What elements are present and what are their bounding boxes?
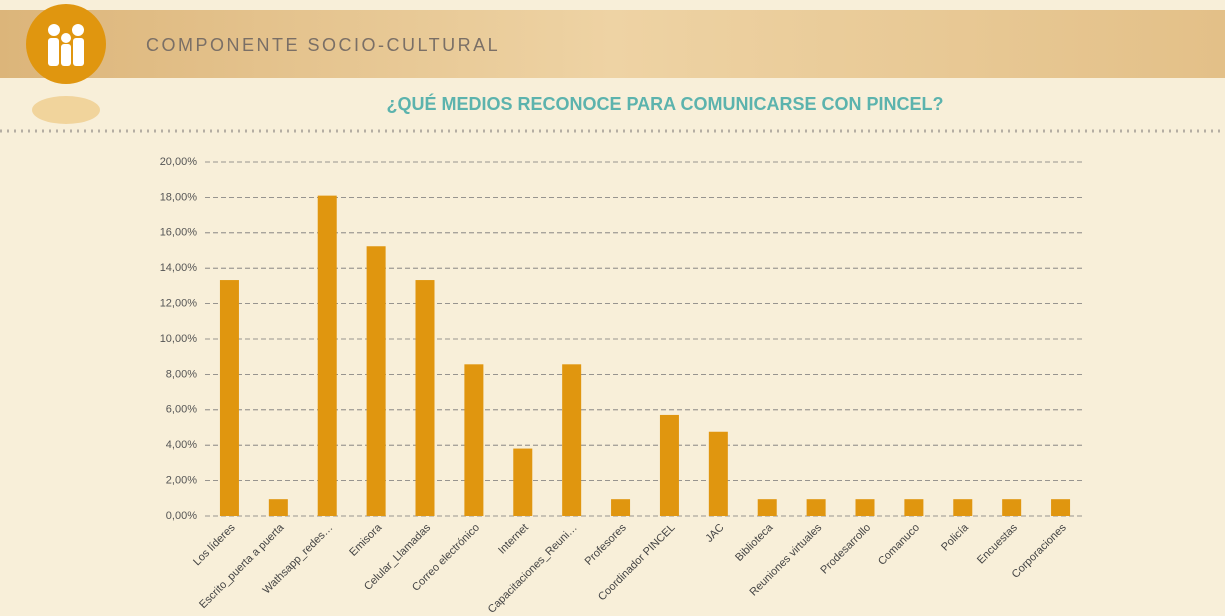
logo-figures — [48, 24, 84, 66]
header-band — [0, 10, 1225, 78]
y-tick-label: 8,00% — [166, 368, 197, 380]
bar — [904, 499, 924, 516]
bar — [219, 280, 239, 516]
bar — [757, 499, 777, 516]
bar — [513, 448, 533, 516]
y-tick-label: 2,00% — [166, 475, 197, 487]
y-tick-label: 20,00% — [160, 156, 198, 168]
bar — [464, 364, 484, 516]
y-tick-label: 10,00% — [160, 333, 198, 345]
y-tick-label: 6,00% — [166, 404, 197, 416]
logo-reflection — [32, 96, 100, 124]
bar — [415, 280, 435, 516]
y-tick-label: 16,00% — [160, 227, 198, 239]
bar — [366, 246, 386, 516]
section-title: COMPONENTE SOCIO-CULTURAL — [146, 35, 500, 55]
y-tick-label: 0,00% — [166, 510, 197, 522]
bar — [953, 499, 973, 516]
bar — [268, 499, 288, 516]
bar — [855, 499, 875, 516]
bar — [562, 364, 582, 516]
bar — [611, 499, 631, 516]
bar — [317, 195, 337, 516]
y-tick-label: 4,00% — [166, 439, 197, 451]
y-tick-label: 18,00% — [160, 191, 198, 203]
y-tick-label: 14,00% — [160, 262, 198, 274]
bar — [708, 431, 728, 516]
chart-title: ¿QUÉ MEDIOS RECONOCE PARA COMUNICARSE CO… — [386, 93, 943, 114]
y-tick-label: 12,00% — [160, 298, 198, 310]
bar — [1051, 499, 1071, 516]
bar — [1002, 499, 1022, 516]
bar — [659, 414, 679, 516]
bar — [806, 499, 826, 516]
